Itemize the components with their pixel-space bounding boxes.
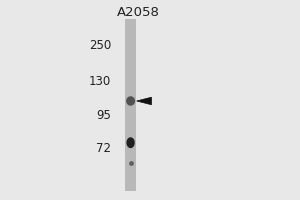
Text: 130: 130 <box>89 75 111 88</box>
Ellipse shape <box>126 137 135 148</box>
Text: 72: 72 <box>96 142 111 155</box>
Text: 95: 95 <box>96 109 111 122</box>
Polygon shape <box>136 97 152 105</box>
Ellipse shape <box>126 96 135 106</box>
Text: 250: 250 <box>89 39 111 52</box>
Text: A2058: A2058 <box>117 6 160 19</box>
Bar <box>125 19 136 191</box>
